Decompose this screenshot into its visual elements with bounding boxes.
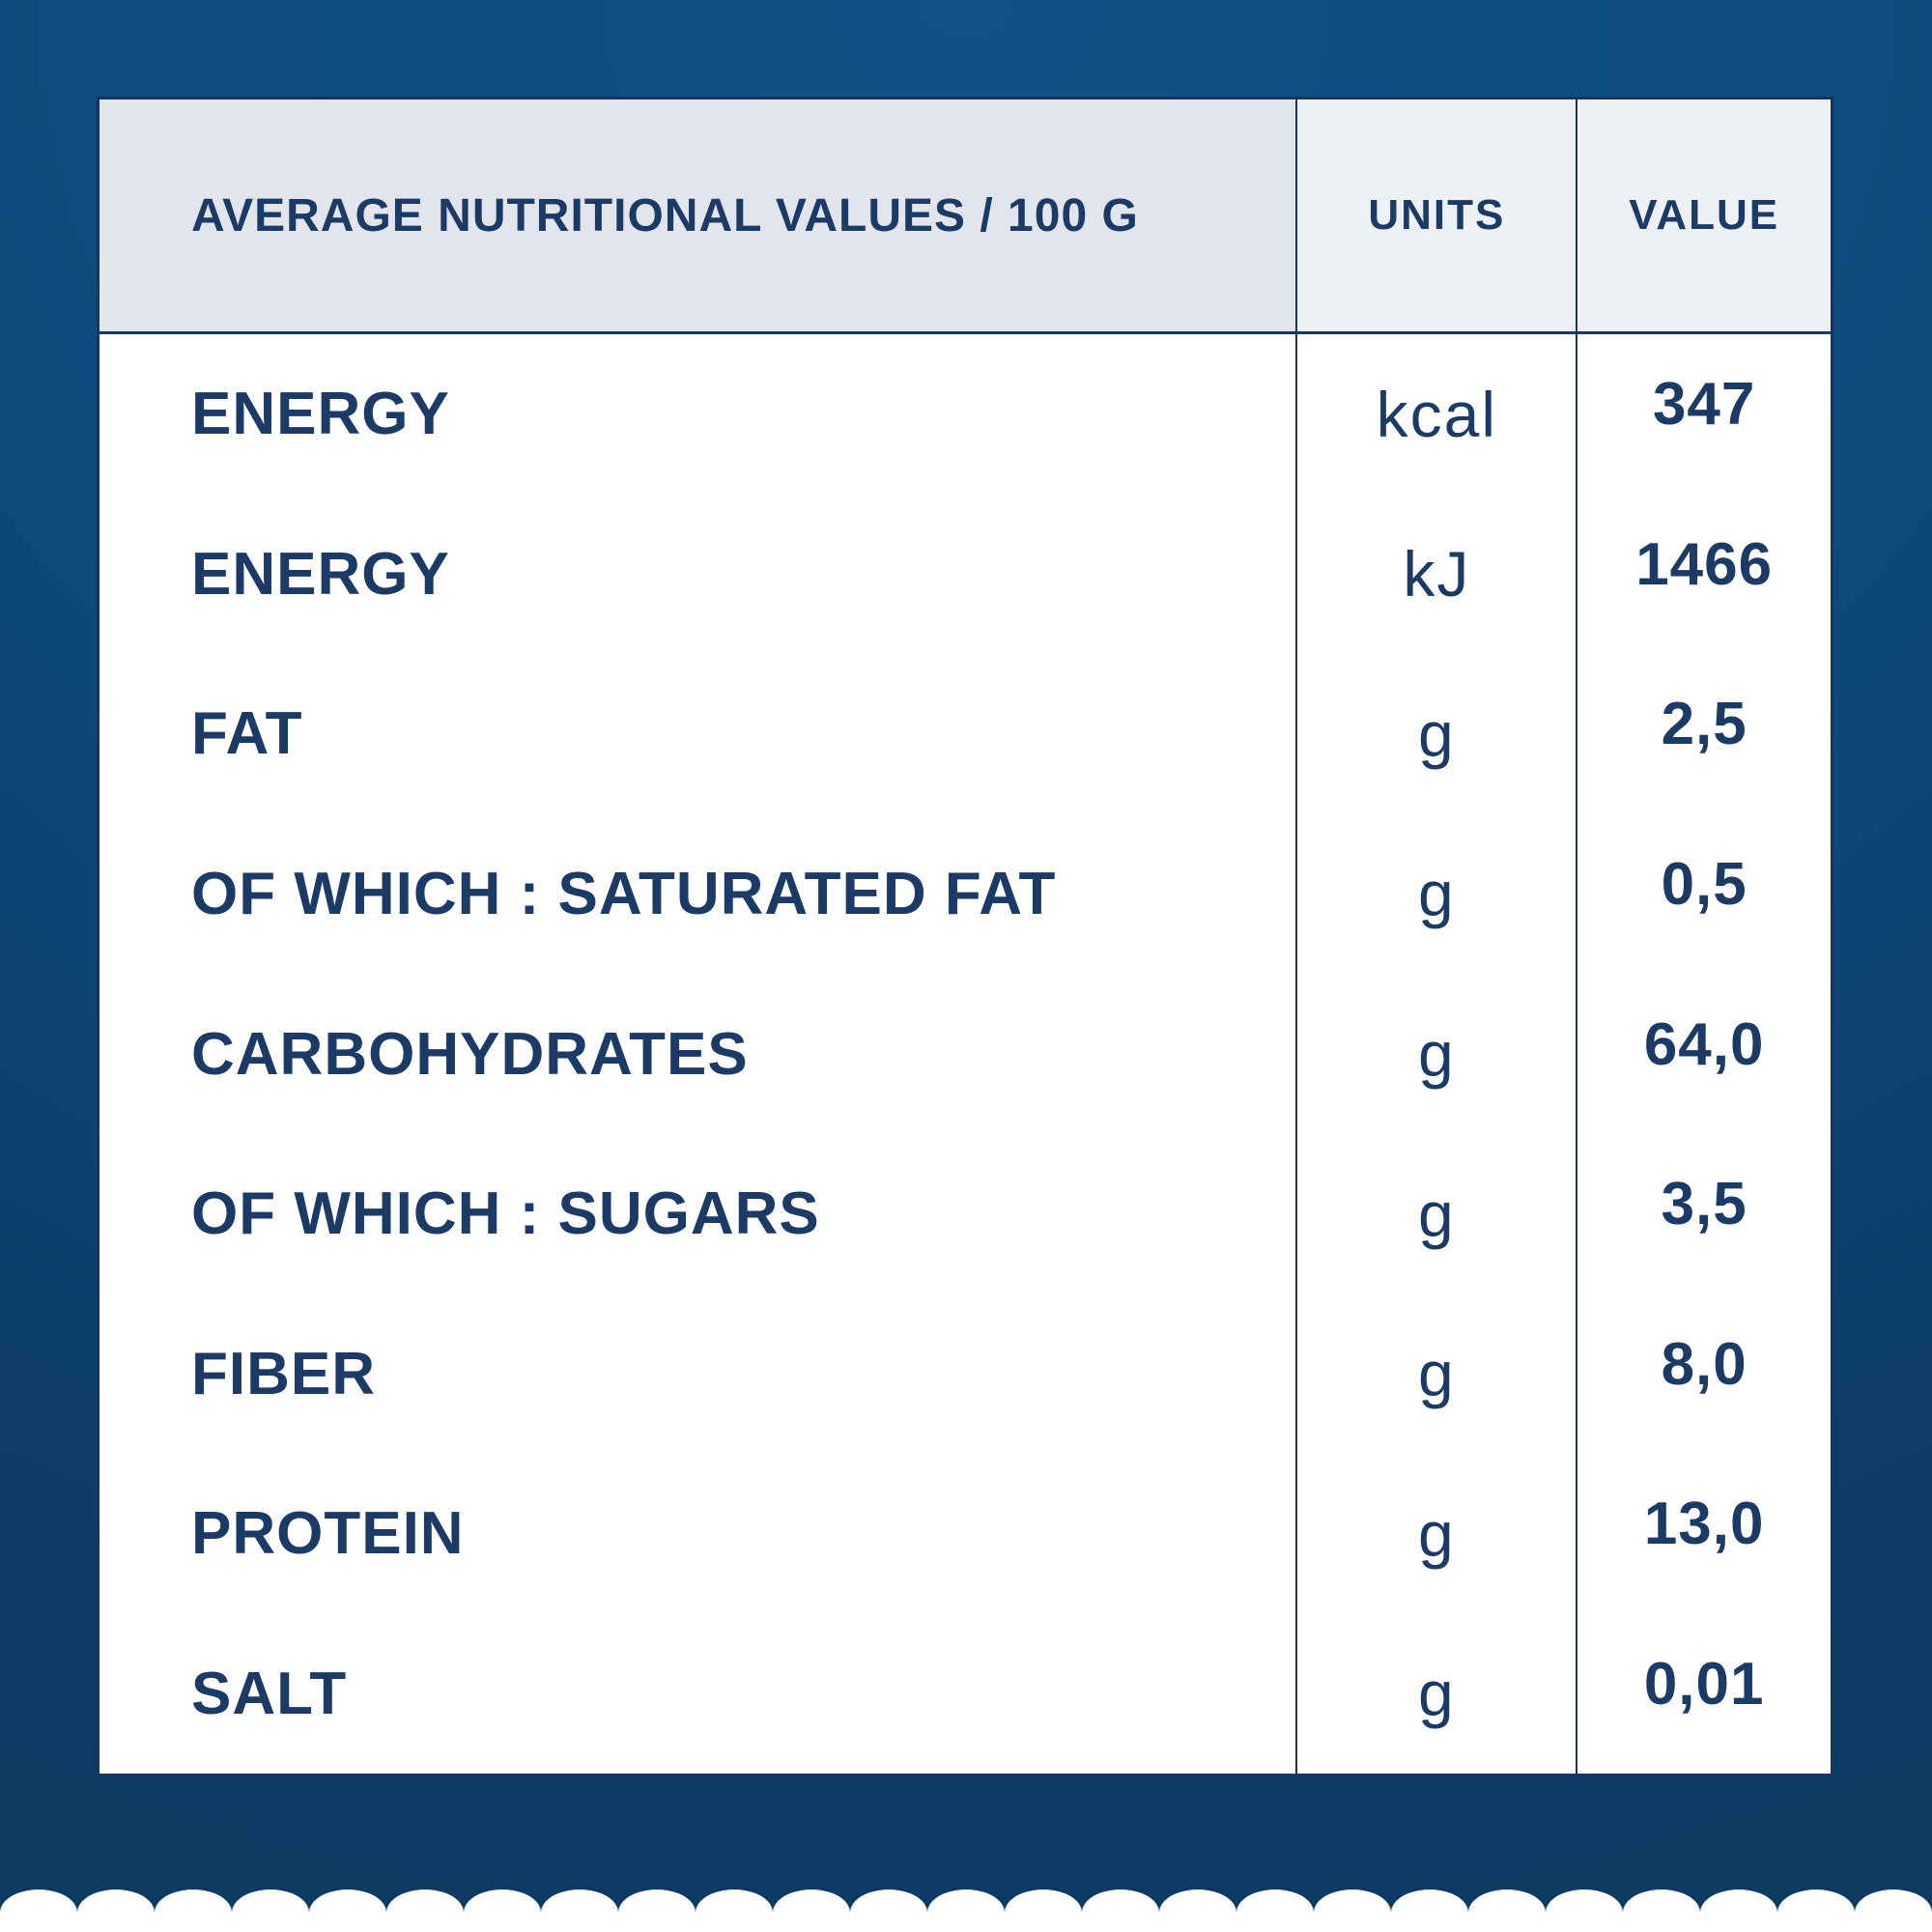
row-label: OF WHICH : SUGARS	[191, 1180, 820, 1248]
row-label: ENERGY	[191, 540, 450, 608]
row-label: PROTEIN	[191, 1500, 465, 1568]
row-unit: g	[1417, 1018, 1456, 1091]
row-value: 0,01	[1643, 1650, 1765, 1718]
row-value: 0,5	[1661, 850, 1747, 918]
row-value: 347	[1652, 371, 1756, 439]
table-title: AVERAGE NUTRITIONAL VALUES / 100 G	[191, 189, 1139, 242]
table-body: ENERGY kcal 347 ENERGY kJ 1466 FAT g 2,5…	[99, 334, 1831, 1775]
row-unit: g	[1417, 1497, 1456, 1570]
row-unit: g	[1417, 697, 1456, 770]
row-value: 8,0	[1661, 1330, 1747, 1398]
table-header-row: AVERAGE NUTRITIONAL VALUES / 100 G UNITS…	[99, 99, 1831, 334]
row-unit: kcal	[1376, 378, 1497, 450]
table-row-carbohydrates: CARBOHYDRATES g 64,0	[99, 974, 1831, 1134]
row-value: 1466	[1635, 530, 1774, 598]
table-row-saturated-fat: OF WHICH : SATURATED FAT g 0,5	[99, 813, 1831, 975]
units-column-header: UNITS	[1368, 191, 1506, 239]
header-cell-value: VALUE	[1577, 99, 1831, 331]
row-label: ENERGY	[191, 381, 450, 448]
header-cell-units: UNITS	[1295, 99, 1578, 331]
row-label: CARBOHYDRATES	[191, 1020, 749, 1088]
row-value: 13,0	[1643, 1491, 1765, 1558]
row-unit: kJ	[1403, 538, 1471, 611]
table-row-energy-kcal: ENERGY kcal 347	[99, 334, 1831, 495]
table-row-fiber: FIBER g 8,0	[99, 1293, 1831, 1454]
row-label: FIBER	[191, 1340, 376, 1407]
table-row-protein: PROTEIN g 13,0	[99, 1453, 1831, 1614]
value-column-header: VALUE	[1629, 191, 1780, 239]
row-unit: g	[1417, 1658, 1456, 1730]
nutrition-table: AVERAGE NUTRITIONAL VALUES / 100 G UNITS…	[97, 97, 1833, 1776]
table-row-energy-kj: ENERGY kJ 1466	[99, 494, 1831, 655]
row-unit: g	[1417, 1178, 1456, 1250]
row-value: 3,5	[1661, 1171, 1747, 1238]
row-label: SALT	[191, 1660, 348, 1727]
row-unit: g	[1417, 858, 1456, 930]
row-value: 64,0	[1643, 1010, 1765, 1078]
table-row-fat: FAT g 2,5	[99, 654, 1831, 814]
table-row-salt: SALT g 0,01	[99, 1613, 1831, 1775]
header-cell-title: AVERAGE NUTRITIONAL VALUES / 100 G	[99, 99, 1296, 331]
row-value: 2,5	[1661, 691, 1747, 758]
row-label: OF WHICH : SATURATED FAT	[191, 860, 1057, 927]
table-row-sugars: OF WHICH : SUGARS g 3,5	[99, 1133, 1831, 1294]
scalloped-package-edge	[0, 1889, 1932, 1932]
row-unit: g	[1417, 1338, 1456, 1410]
row-label: FAT	[191, 700, 303, 768]
